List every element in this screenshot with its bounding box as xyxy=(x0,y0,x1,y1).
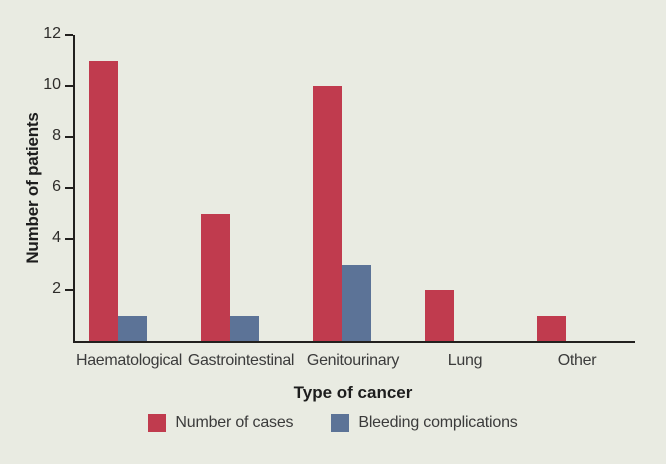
bar-cases xyxy=(89,60,118,341)
y-tick-label: 6 xyxy=(52,178,61,195)
y-tick-mark xyxy=(65,34,73,36)
x-category-label: Lung xyxy=(447,352,483,369)
y-tick-label: 2 xyxy=(52,280,61,297)
legend-swatch-icon xyxy=(148,414,167,432)
y-tick-label: 8 xyxy=(52,127,61,144)
plot-area: 2 4 6 8 10 12 xyxy=(43,25,635,343)
y-tick-mark xyxy=(65,85,73,87)
legend: Number of cases Bleeding complications xyxy=(0,414,666,432)
legend-label: Bleeding complications xyxy=(358,414,518,431)
x-category-label: Gastrointestinal xyxy=(187,352,295,369)
x-category-label: Genitourinary xyxy=(306,352,400,369)
y-tick-mark xyxy=(65,136,73,138)
bar-bleeding xyxy=(230,315,259,341)
bar-bleeding xyxy=(342,264,371,341)
bar-cases xyxy=(425,290,454,341)
legend-item: Number of cases xyxy=(148,414,294,432)
bar-cases xyxy=(201,213,230,341)
x-axis-title: Type of cancer xyxy=(293,383,413,402)
bar-cases xyxy=(537,315,566,341)
legend-label: Number of cases xyxy=(175,414,294,431)
bar-bleeding xyxy=(118,315,147,341)
y-tick-label: 10 xyxy=(43,76,61,93)
y-tick-mark xyxy=(65,289,73,291)
y-tick-mark xyxy=(65,187,73,189)
y-tick-label: 4 xyxy=(52,229,61,246)
x-category-label: Other xyxy=(557,352,597,369)
legend-swatch-icon xyxy=(331,414,350,432)
x-category-label: Haematological xyxy=(75,352,183,369)
y-tick-label: 12 xyxy=(43,25,61,42)
legend-item: Bleeding complications xyxy=(331,414,518,432)
bar-cases xyxy=(313,86,342,341)
y-tick-mark xyxy=(65,238,73,240)
